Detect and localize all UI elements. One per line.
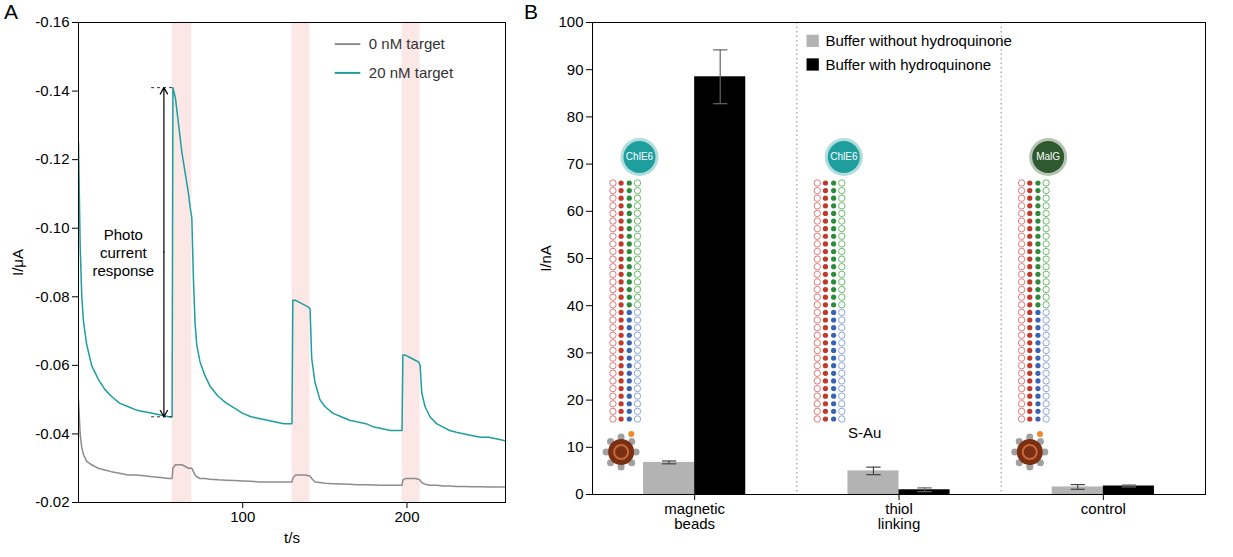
svg-text:0 nM target: 0 nM target	[369, 35, 446, 52]
svg-text:control: control	[1081, 500, 1126, 517]
svg-text:70: 70	[567, 155, 584, 172]
svg-text:90: 90	[567, 60, 584, 77]
svg-text:-0.08: -0.08	[35, 288, 69, 305]
svg-text:-0.04: -0.04	[35, 425, 69, 442]
svg-text:magneticbeads: magneticbeads	[664, 500, 725, 532]
svg-text:t/s: t/s	[284, 529, 300, 546]
svg-text:ChlE6: ChlE6	[626, 151, 654, 162]
svg-text:ChlE6: ChlE6	[830, 151, 858, 162]
svg-text:30: 30	[567, 344, 584, 361]
svg-text:0: 0	[575, 485, 583, 502]
svg-text:Buffer with hydroquinone: Buffer with hydroquinone	[825, 56, 991, 73]
svg-text:-0.12: -0.12	[35, 150, 69, 167]
svg-text:10: 10	[567, 438, 584, 455]
svg-text:100: 100	[230, 508, 255, 525]
svg-text:Photocurrentresponse: Photocurrentresponse	[92, 226, 154, 279]
svg-text:40: 40	[567, 297, 584, 314]
svg-text:thiollinking: thiollinking	[878, 500, 921, 532]
svg-text:80: 80	[567, 108, 584, 125]
svg-text:-0.06: -0.06	[35, 356, 69, 373]
svg-text:MalG: MalG	[1036, 151, 1060, 162]
svg-text:20 nM target: 20 nM target	[369, 64, 454, 81]
html-text:B: B	[524, 0, 538, 23]
svg-text:50: 50	[567, 249, 584, 266]
svg-text:Buffer without hydroquinone: Buffer without hydroquinone	[825, 32, 1012, 49]
html-text:A: A	[4, 0, 18, 23]
svg-text:I/μA: I/μA	[9, 249, 26, 276]
svg-text:-0.10: -0.10	[35, 219, 69, 236]
svg-text:S-Au: S-Au	[848, 424, 881, 441]
svg-text:60: 60	[567, 202, 584, 219]
svg-text:20: 20	[567, 391, 584, 408]
svg-text:-0.16: -0.16	[35, 13, 69, 30]
svg-text:-0.02: -0.02	[35, 493, 69, 510]
svg-text:I/nA: I/nA	[537, 245, 554, 272]
svg-text:100: 100	[558, 13, 583, 30]
svg-text:-0.14: -0.14	[35, 82, 69, 99]
svg-text:200: 200	[394, 508, 419, 525]
